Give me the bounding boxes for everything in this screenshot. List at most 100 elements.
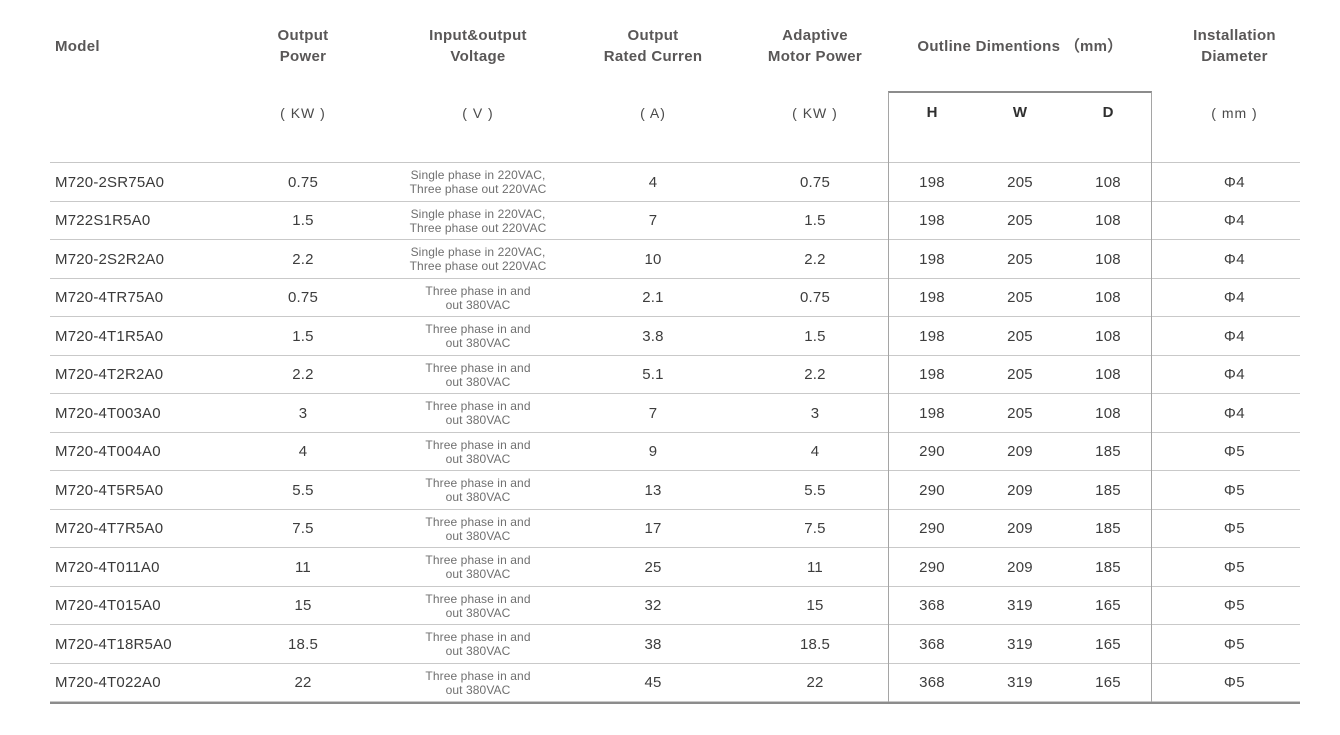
output-power-cell: 15 bbox=[294, 597, 312, 615]
table-row: M720-4T004A0 4 Three phase in and out 38… bbox=[50, 433, 1317, 472]
motor-power-cell: 0.75 bbox=[800, 173, 830, 191]
voltage-line-1: Three phase in and bbox=[425, 437, 531, 452]
table-row: M720-4T011A0 11 Three phase in and out 3… bbox=[50, 548, 1317, 587]
table-row: M720-4T18R5A0 18.5 Three phase in and ou… bbox=[50, 625, 1317, 664]
dim-d-cell: 165 bbox=[1095, 674, 1121, 692]
dim-h-cell: 198 bbox=[919, 212, 945, 230]
motor-power-cell: 4 bbox=[810, 443, 820, 461]
voltage-line-1: Three phase in and bbox=[425, 591, 531, 606]
dim-w-cell: 319 bbox=[1007, 597, 1033, 615]
motor-power-cell: 22 bbox=[806, 674, 824, 692]
voltage-line-1: Three phase in and bbox=[425, 360, 531, 375]
voltage-line-2: out 380VAC bbox=[445, 451, 511, 466]
motor-power-cell: 18.5 bbox=[800, 635, 830, 653]
voltage-line-2: out 380VAC bbox=[445, 682, 511, 697]
output-power-cell: 1.5 bbox=[292, 327, 314, 345]
rated-current-cell: 10 bbox=[644, 250, 662, 268]
motor-power-cell: 3 bbox=[810, 404, 820, 422]
model-cell: M720-2SR75A0 bbox=[55, 173, 165, 191]
installation-diameter-cell: Φ4 bbox=[1223, 366, 1246, 384]
voltage-line-1: Three phase in and bbox=[425, 399, 531, 414]
dim-d-cell: 108 bbox=[1095, 173, 1121, 191]
motor-power-cell: 7.5 bbox=[804, 520, 826, 538]
voltage-line-1: Three phase in and bbox=[425, 476, 531, 491]
installation-diameter-cell: Φ4 bbox=[1223, 289, 1246, 307]
voltage-cell: Three phase in and out 380VAC bbox=[366, 592, 590, 620]
dim-h-cell: 290 bbox=[919, 443, 945, 461]
output-power-cell: 4 bbox=[298, 443, 308, 461]
dim-d-cell: 108 bbox=[1095, 289, 1121, 307]
voltage-line-2: Three phase out 220VAC bbox=[409, 259, 547, 274]
table-row: M720-4T5R5A0 5.5 Three phase in and out … bbox=[50, 471, 1317, 510]
model-cell: M720-4T2R2A0 bbox=[55, 366, 164, 384]
installation-diameter-cell: Φ5 bbox=[1223, 674, 1246, 692]
voltage-cell: Single phase in 220VAC, Three phase out … bbox=[366, 245, 590, 273]
voltage-line-1: Three phase in and bbox=[425, 553, 531, 568]
header-output-rated-current: Output Rated Curren bbox=[603, 27, 703, 65]
dim-w-cell: 205 bbox=[1007, 404, 1033, 422]
rated-current-cell: 4 bbox=[648, 173, 658, 191]
voltage-line-2: Three phase out 220VAC bbox=[409, 182, 547, 197]
dim-h-cell: 198 bbox=[919, 327, 945, 345]
motor-power-cell: 11 bbox=[807, 558, 823, 576]
voltage-cell: Three phase in and out 380VAC bbox=[366, 515, 590, 543]
motor-power-cell: 0.75 bbox=[800, 289, 830, 307]
voltage-cell: Three phase in and out 380VAC bbox=[366, 553, 590, 581]
dim-w-cell: 319 bbox=[1007, 674, 1033, 692]
dim-d-cell: 108 bbox=[1095, 327, 1121, 345]
installation-diameter-cell: Φ4 bbox=[1223, 250, 1246, 268]
voltage-line-1: Single phase in 220VAC, bbox=[410, 168, 546, 183]
motor-power-cell: 15 bbox=[806, 597, 824, 615]
dim-h-cell: 198 bbox=[919, 404, 945, 422]
voltage-cell: Three phase in and out 380VAC bbox=[366, 630, 590, 658]
model-cell: M720-4T1R5A0 bbox=[55, 327, 164, 345]
dim-d-cell: 185 bbox=[1095, 558, 1121, 576]
model-cell: M720-4T003A0 bbox=[55, 404, 161, 422]
table-unit-row: ( KW ) ( V ) ( A) ( KW ) H W D ( mm ) bbox=[50, 92, 1317, 163]
model-cell: M720-4T18R5A0 bbox=[55, 635, 172, 653]
subheader-h: H bbox=[926, 104, 938, 121]
table-row: M720-4T7R5A0 7.5 Three phase in and out … bbox=[50, 510, 1317, 549]
voltage-line-1: Single phase in 220VAC, bbox=[410, 245, 546, 260]
output-power-cell: 1.5 bbox=[292, 212, 314, 230]
table-header-row: Model Output Power Input&output Voltage … bbox=[50, 0, 1317, 92]
table-row: M720-4TR75A0 0.75 Three phase in and out… bbox=[50, 279, 1317, 318]
rated-current-cell: 5.1 bbox=[642, 366, 664, 384]
model-cell: M722S1R5A0 bbox=[55, 212, 151, 230]
table-row: M720-4T2R2A0 2.2 Three phase in and out … bbox=[50, 356, 1317, 395]
voltage-line-2: out 380VAC bbox=[445, 528, 511, 543]
rated-current-cell: 13 bbox=[644, 481, 662, 499]
table-row: M720-4T015A0 15 Three phase in and out 3… bbox=[50, 587, 1317, 626]
dim-w-cell: 205 bbox=[1007, 212, 1033, 230]
installation-diameter-cell: Φ5 bbox=[1223, 443, 1246, 461]
dim-d-cell: 108 bbox=[1095, 366, 1121, 384]
rated-current-cell: 17 bbox=[644, 520, 662, 538]
table-row: M722S1R5A0 1.5 Single phase in 220VAC, T… bbox=[50, 202, 1317, 241]
voltage-cell: Three phase in and out 380VAC bbox=[366, 322, 590, 350]
dim-d-cell: 108 bbox=[1095, 212, 1121, 230]
dim-h-cell: 368 bbox=[919, 635, 945, 653]
voltage-line-2: Three phase out 220VAC bbox=[409, 220, 547, 235]
dim-w-cell: 209 bbox=[1007, 443, 1033, 461]
installation-diameter-cell: Φ4 bbox=[1223, 327, 1246, 345]
rated-current-cell: 3.8 bbox=[642, 327, 664, 345]
voltage-line-1: Three phase in and bbox=[425, 630, 531, 645]
header-adaptive-motor-power: Adaptive Motor Power bbox=[767, 27, 863, 65]
rated-current-cell: 45 bbox=[644, 674, 662, 692]
voltage-line-2: out 380VAC bbox=[445, 374, 511, 389]
unit-installation-diameter: ( mm ) bbox=[1211, 105, 1258, 121]
installation-diameter-cell: Φ5 bbox=[1223, 597, 1246, 615]
output-power-cell: 11 bbox=[295, 558, 311, 576]
voltage-cell: Three phase in and out 380VAC bbox=[366, 361, 590, 389]
installation-diameter-cell: Φ5 bbox=[1223, 520, 1246, 538]
voltage-line-2: out 380VAC bbox=[445, 567, 511, 582]
installation-diameter-cell: Φ4 bbox=[1223, 212, 1246, 230]
dim-h-cell: 290 bbox=[919, 481, 945, 499]
installation-diameter-cell: Φ5 bbox=[1223, 635, 1246, 653]
output-power-cell: 5.5 bbox=[292, 481, 314, 499]
unit-rated-current: ( A) bbox=[640, 105, 666, 121]
dim-w-cell: 205 bbox=[1007, 327, 1033, 345]
dim-w-cell: 205 bbox=[1007, 366, 1033, 384]
output-power-cell: 18.5 bbox=[288, 635, 318, 653]
voltage-line-2: out 380VAC bbox=[445, 297, 511, 312]
